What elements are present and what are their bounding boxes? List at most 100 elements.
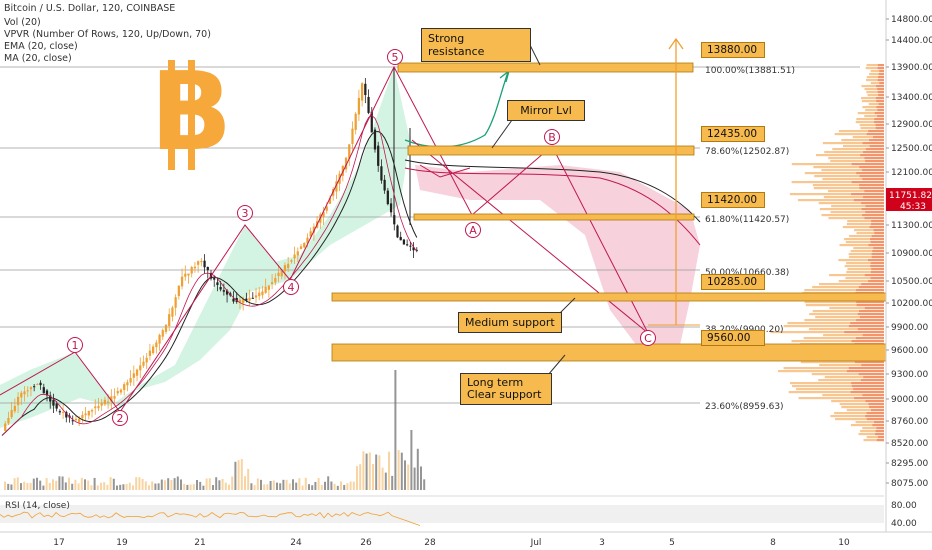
wave-label-5: 5 <box>392 51 399 64</box>
vpvr-bar-down <box>871 256 884 259</box>
vpvr-bar <box>861 100 884 103</box>
level-band-12435 <box>407 145 695 156</box>
candle-body <box>354 113 357 130</box>
candle-body <box>7 417 10 424</box>
volume-bar <box>68 477 70 490</box>
vpvr-bar-down <box>861 208 884 211</box>
vpvr-bar-down <box>877 115 884 118</box>
vpvr-bar-down <box>878 73 884 76</box>
vpvr-bar <box>866 76 884 79</box>
candle-body <box>409 245 412 247</box>
candle-body <box>158 334 161 344</box>
candle-body <box>258 292 261 297</box>
wave-label-4: 4 <box>288 281 295 294</box>
vpvr-bar <box>813 187 884 190</box>
level-label-9560[interactable]: 9560.00 <box>701 330 765 346</box>
level-label-13880[interactable]: 13880.00 <box>701 42 765 58</box>
vpvr-bar <box>859 124 884 127</box>
volume-bar <box>148 485 150 490</box>
candle-body <box>155 342 158 348</box>
price-tick-label: 8075.00 <box>891 479 928 489</box>
vpvr-bar <box>829 274 884 277</box>
vpvr-bar <box>864 115 884 118</box>
indicator-vol[interactable]: Vol (20) <box>4 17 41 28</box>
vpvr-bar-down <box>862 334 884 337</box>
price-tick-label: 12500.00 <box>891 144 932 154</box>
vpvr-bar-down <box>863 151 884 154</box>
indicator-ema[interactable]: EMA (20, close) <box>4 41 78 52</box>
volume-bar <box>407 464 410 490</box>
level-label-11420[interactable]: 11420.00 <box>701 192 765 208</box>
target-arrow-head <box>668 37 684 50</box>
vpvr-bar-down <box>861 364 884 367</box>
volume-bar <box>247 468 250 490</box>
volume-bar <box>292 479 294 490</box>
callout-strong-resistance[interactable]: Strong resistance <box>421 28 531 62</box>
candle-body <box>148 350 152 356</box>
candle-body <box>299 246 303 250</box>
candle-body <box>328 198 332 204</box>
candle-body <box>322 211 325 218</box>
callout-strong-resistance-text: Strong resistance <box>428 32 485 58</box>
candle-body <box>402 239 406 245</box>
volume-bar <box>359 464 362 490</box>
vpvr-bar <box>819 208 884 211</box>
vpvr-bar <box>869 73 884 76</box>
callout-mirror-lvl-text: Mirror Lvl <box>520 104 572 117</box>
vpvr-bar <box>856 118 884 121</box>
candle-body <box>106 401 110 403</box>
vpvr-bar-down <box>864 274 884 277</box>
candle-body <box>389 203 393 213</box>
volume-bar <box>410 430 413 490</box>
vpvr-bar <box>854 229 884 232</box>
vpvr-bar <box>819 364 884 367</box>
vpvr-bar <box>839 244 884 247</box>
vpvr-bar <box>809 313 884 316</box>
candle-body <box>267 285 271 290</box>
fib-label: 100.00%(13881.51) <box>705 66 795 76</box>
candle-body <box>287 263 290 269</box>
vpvr-bar-down <box>876 85 884 88</box>
vpvr-bar <box>804 172 884 175</box>
candle-body <box>184 273 187 277</box>
vpvr-bar-down <box>851 385 884 388</box>
level-label-12435[interactable]: 12435.00 <box>701 126 765 142</box>
vpvr-bar-down <box>875 430 884 433</box>
volume-bar <box>356 466 358 490</box>
indicator-vpvr[interactable]: VPVR (Number Of Rows, 120, Up/Down, 70) <box>4 29 211 40</box>
volume-bar <box>138 477 141 490</box>
volume-bar <box>212 485 214 490</box>
vpvr-bar <box>811 373 884 376</box>
vpvr-bar-down <box>856 319 884 322</box>
candle-body <box>261 291 264 296</box>
vpvr-bar-down <box>877 91 884 94</box>
vpvr-bar <box>849 256 884 259</box>
vpvr-bar-down <box>862 142 884 145</box>
vpvr-bar <box>823 334 884 337</box>
volume-bar <box>269 480 272 490</box>
callout-mirror-lvl[interactable]: Mirror Lvl <box>507 100 585 121</box>
volume-bar <box>308 484 310 490</box>
callout-long-term-support[interactable]: Long term Clear support <box>460 373 552 405</box>
price-tick-label: 10500.00 <box>891 277 932 287</box>
vpvr-bar <box>847 220 884 223</box>
vpvr-bar <box>830 211 884 214</box>
volume-bar <box>26 483 29 490</box>
price-tick-label: 8760.00 <box>891 417 928 427</box>
vpvr-bar <box>846 262 884 265</box>
candle-body <box>290 260 293 262</box>
candle-body <box>213 278 216 280</box>
wave-label-1: 1 <box>72 339 79 352</box>
level-label-10285[interactable]: 10285.00 <box>701 274 765 290</box>
indicator-ma[interactable]: MA (20, close) <box>4 53 72 64</box>
candle-body <box>399 236 402 241</box>
candle-body <box>274 277 277 283</box>
candle-body <box>364 83 367 96</box>
volume-bar <box>132 485 134 490</box>
volume-bar <box>420 466 422 490</box>
time-tick-label: 8 <box>770 538 776 548</box>
volume-bar <box>39 480 42 490</box>
vpvr-bar <box>818 379 884 382</box>
callout-medium-support[interactable]: Medium support <box>458 312 562 333</box>
